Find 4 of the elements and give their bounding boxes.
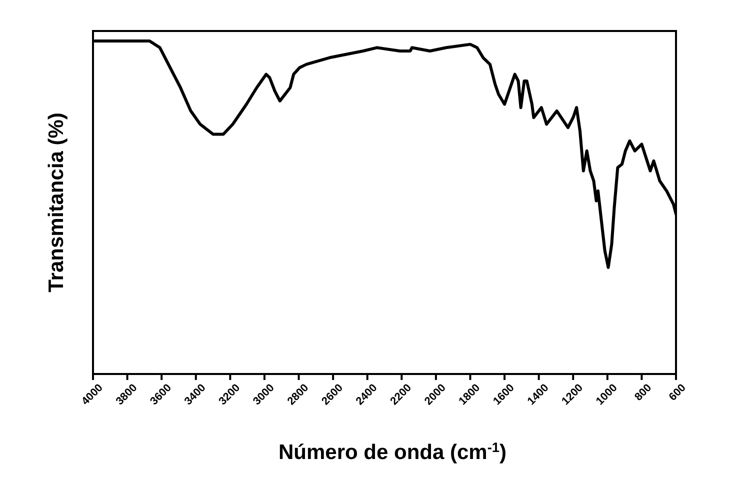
x-tick-label: 800 [632,382,654,404]
x-axis-title: Número de onda (cm$^{-1}$) [278,440,507,464]
y-axis-title: Transmitancia (%) [45,112,68,292]
x-tick-label: 600 [666,382,688,404]
